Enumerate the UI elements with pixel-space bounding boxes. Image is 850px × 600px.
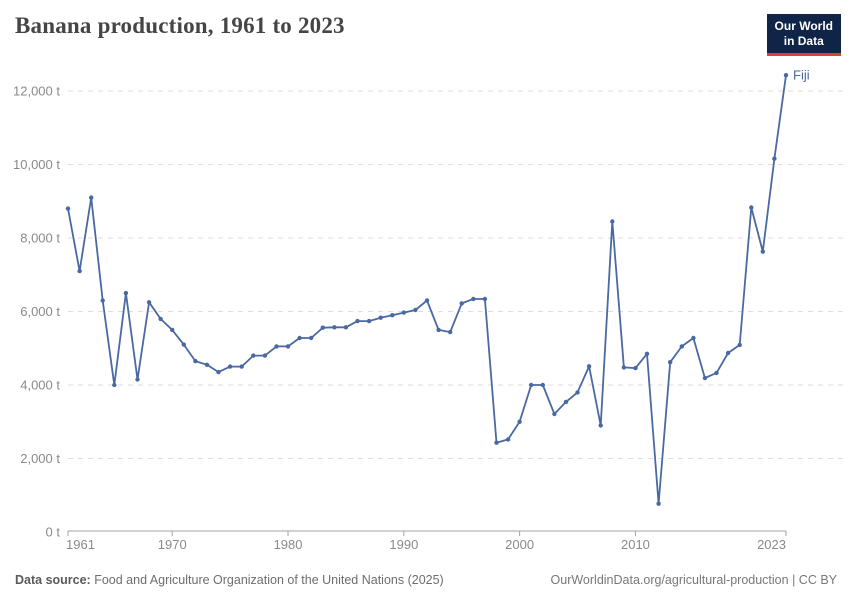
series-label[interactable]: Fiji bbox=[793, 68, 810, 83]
data-point[interactable] bbox=[320, 325, 325, 330]
data-point[interactable] bbox=[401, 310, 406, 315]
data-point[interactable] bbox=[424, 298, 430, 303]
data-point[interactable] bbox=[378, 315, 383, 320]
data-point[interactable] bbox=[448, 329, 453, 335]
data-point[interactable] bbox=[772, 156, 777, 161]
data-point[interactable] bbox=[390, 313, 395, 318]
owid-logo-line2: in Data bbox=[783, 34, 824, 48]
data-source-note: Data source: Food and Agriculture Organi… bbox=[15, 573, 444, 587]
data-point[interactable] bbox=[621, 365, 627, 370]
data-point[interactable] bbox=[251, 353, 256, 358]
data-point[interactable] bbox=[702, 375, 708, 381]
data-point[interactable] bbox=[633, 365, 638, 371]
data-point[interactable] bbox=[644, 351, 650, 356]
data-point[interactable] bbox=[714, 370, 719, 376]
data-point[interactable] bbox=[586, 364, 592, 369]
data-point[interactable] bbox=[227, 364, 233, 369]
data-point[interactable] bbox=[158, 316, 163, 322]
data-point[interactable] bbox=[77, 268, 82, 274]
data-point[interactable] bbox=[112, 382, 117, 388]
y-axis-tick-label: 12,000 t bbox=[13, 84, 60, 99]
data-point[interactable] bbox=[737, 342, 742, 348]
data-point[interactable] bbox=[146, 300, 152, 305]
data-point[interactable] bbox=[598, 423, 603, 428]
data-point[interactable] bbox=[285, 344, 291, 349]
series-line-fiji[interactable] bbox=[67, 74, 787, 505]
data-point[interactable] bbox=[65, 206, 71, 211]
data-point[interactable] bbox=[216, 369, 221, 375]
data-source-text: Food and Agriculture Organization of the… bbox=[90, 573, 444, 587]
page-title: Banana production, 1961 to 2023 bbox=[15, 13, 345, 38]
data-point[interactable] bbox=[725, 350, 731, 356]
data-point[interactable] bbox=[471, 296, 476, 302]
y-axis-tick-label: 2,000 t bbox=[20, 451, 60, 466]
data-point[interactable] bbox=[436, 327, 441, 333]
owid-logo[interactable]: Our World in Data bbox=[766, 14, 841, 56]
owid-url-link[interactable]: OurWorldinData.org/agricultural-producti… bbox=[550, 573, 789, 587]
x-axis-tick-label: 1970 bbox=[158, 537, 187, 552]
data-point[interactable] bbox=[413, 307, 418, 313]
x-axis-tick-label: 2000 bbox=[505, 537, 534, 552]
data-point[interactable] bbox=[529, 382, 534, 388]
data-point[interactable] bbox=[610, 219, 615, 224]
data-point[interactable] bbox=[274, 344, 279, 349]
data-point[interactable] bbox=[691, 335, 696, 341]
data-point[interactable] bbox=[204, 362, 210, 367]
data-point[interactable] bbox=[679, 344, 684, 349]
data-point[interactable] bbox=[355, 318, 360, 324]
data-source-label: Data source: bbox=[15, 573, 91, 587]
y-axis-tick-label: 0 t bbox=[46, 525, 61, 540]
data-point[interactable] bbox=[783, 73, 789, 78]
data-point[interactable] bbox=[89, 195, 94, 200]
data-point[interactable] bbox=[297, 335, 302, 341]
data-point[interactable] bbox=[343, 325, 349, 330]
y-axis-tick-label: 4,000 t bbox=[20, 378, 60, 393]
data-point[interactable] bbox=[482, 296, 488, 302]
x-axis-tick-label: 1990 bbox=[389, 537, 418, 552]
data-point[interactable] bbox=[239, 364, 244, 369]
data-point[interactable] bbox=[170, 327, 175, 333]
data-point[interactable] bbox=[100, 298, 105, 303]
data-point[interactable] bbox=[366, 318, 372, 324]
x-axis-tick-label: 2023 bbox=[757, 537, 786, 552]
data-point[interactable] bbox=[517, 419, 522, 424]
data-point[interactable] bbox=[575, 390, 580, 395]
data-point[interactable] bbox=[181, 342, 186, 347]
y-axis-tick-label: 6,000 t bbox=[20, 304, 60, 319]
data-point[interactable] bbox=[668, 360, 673, 365]
data-point[interactable] bbox=[459, 301, 464, 306]
x-axis-tick-label: 2010 bbox=[621, 537, 650, 552]
footer-links: OurWorldinData.org/agricultural-producti… bbox=[551, 573, 837, 587]
license-link[interactable]: CC BY bbox=[798, 573, 837, 587]
data-point[interactable] bbox=[552, 411, 557, 417]
data-point[interactable] bbox=[760, 249, 765, 254]
data-point[interactable] bbox=[749, 205, 754, 210]
data-point[interactable] bbox=[123, 290, 129, 296]
data-point[interactable] bbox=[309, 335, 314, 341]
y-axis-tick-label: 8,000 t bbox=[20, 231, 60, 246]
data-point[interactable] bbox=[262, 353, 268, 358]
data-point[interactable] bbox=[494, 440, 499, 445]
x-axis-tick-label: 1980 bbox=[274, 537, 303, 552]
owid-logo-line1: Our World bbox=[774, 19, 833, 33]
y-axis-tick-label: 10,000 t bbox=[13, 157, 60, 172]
footer: Data source: Food and Agriculture Organi… bbox=[15, 573, 837, 587]
data-point[interactable] bbox=[332, 325, 337, 330]
data-point[interactable] bbox=[540, 382, 545, 388]
data-point[interactable] bbox=[656, 501, 661, 506]
data-point[interactable] bbox=[563, 399, 569, 405]
x-axis-tick-label: 1961 bbox=[66, 537, 95, 552]
data-point[interactable] bbox=[193, 358, 198, 364]
data-point[interactable] bbox=[505, 437, 511, 442]
data-point[interactable] bbox=[135, 377, 140, 382]
footer-separator: | bbox=[788, 573, 799, 587]
